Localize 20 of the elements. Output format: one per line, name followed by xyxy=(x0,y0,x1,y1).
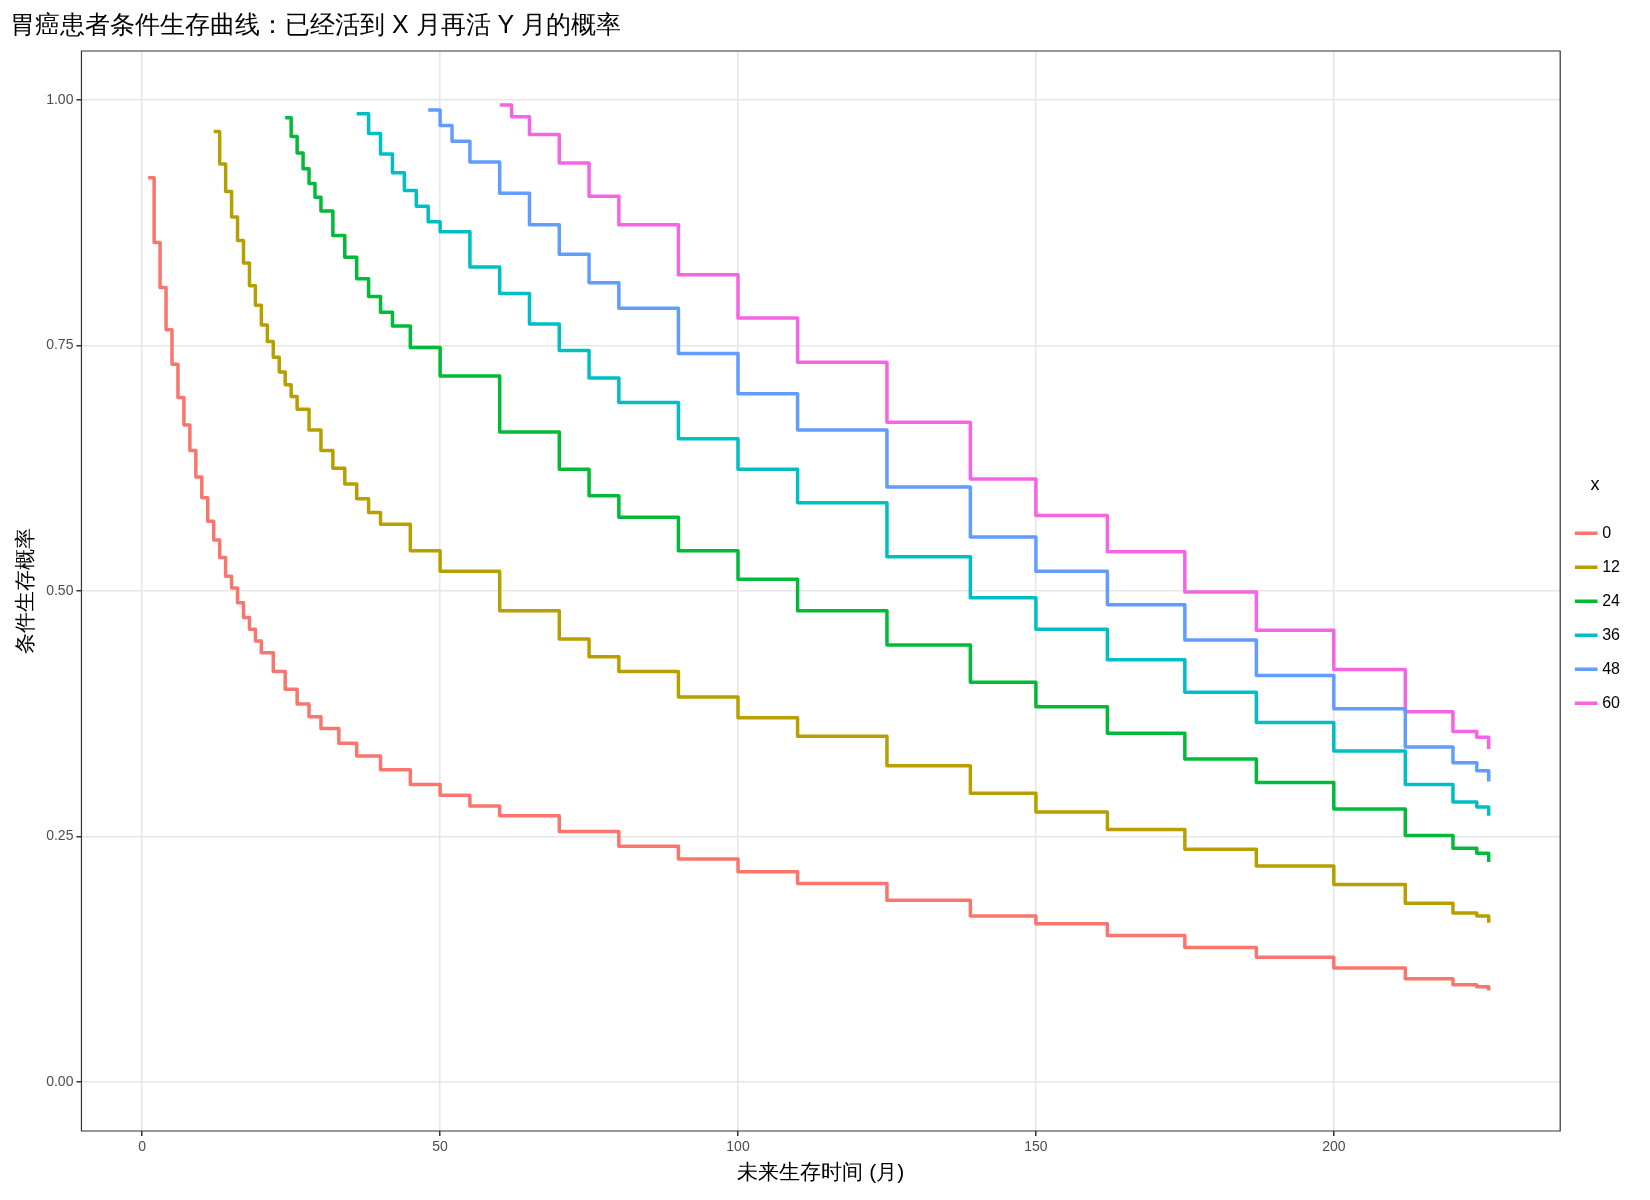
y-tick-label: 0.25 xyxy=(46,827,74,844)
x-tick-label: 50 xyxy=(432,1138,449,1155)
legend-label: 36 xyxy=(1602,625,1621,643)
y-tick-label: 0.00 xyxy=(46,1072,74,1089)
legend-label: 60 xyxy=(1602,693,1621,711)
legend-label: 12 xyxy=(1602,557,1621,575)
x-tick-label: 0 xyxy=(138,1138,147,1155)
x-tick-label: 100 xyxy=(726,1138,750,1155)
y-tick-label: 0.50 xyxy=(46,581,74,598)
y-tick-label: 0.75 xyxy=(46,336,74,353)
chart-title: 胃癌患者条件生存曲线：已经活到 X 月再活 Y 月的概率 xyxy=(10,9,621,38)
x-axis-title: 未来生存时间 (月) xyxy=(737,1160,905,1184)
legend-label: 0 xyxy=(1602,523,1612,541)
y-axis-title: 条件生存概率 xyxy=(13,528,37,654)
x-tick-label: 150 xyxy=(1024,1138,1048,1155)
legend-label: 48 xyxy=(1602,659,1621,677)
legend-title: x xyxy=(1590,473,1600,494)
legend-label: 24 xyxy=(1602,591,1621,609)
x-tick-label: 200 xyxy=(1322,1138,1346,1155)
y-tick-label: 1.00 xyxy=(46,90,74,107)
